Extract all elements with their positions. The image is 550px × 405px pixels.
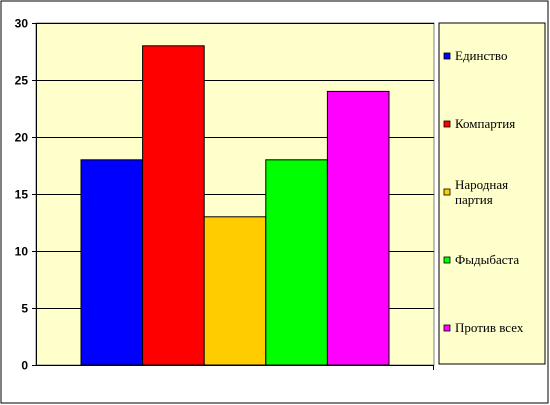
- legend-label: Единство: [455, 48, 507, 63]
- y-tick-labels: 0 5 10 15 20 25 30: [15, 17, 29, 373]
- y-tick-label: 20: [15, 131, 29, 145]
- bar-3: [203, 216, 267, 366]
- legend-swatch: [443, 324, 451, 332]
- y-tick-label: 5: [21, 302, 28, 316]
- legend-box: [438, 22, 546, 365]
- bar-4: [265, 159, 328, 366]
- bar-1: [80, 159, 144, 366]
- y-tick-label: 0: [21, 359, 28, 373]
- y-tick-label: 15: [15, 188, 29, 202]
- legend-items: Единство Компартия Народная партия Фыдыбаста…: [443, 48, 524, 335]
- axes: [32, 23, 434, 370]
- legend-swatch: [443, 256, 451, 264]
- legend-swatch: [443, 188, 451, 196]
- legend-swatch: [443, 120, 451, 128]
- legend-label: Против всех: [455, 320, 524, 335]
- y-tick-label: 10: [15, 245, 29, 259]
- bars: [80, 45, 390, 366]
- legend-label: Народная партия: [455, 177, 508, 207]
- legend-label: Компартия: [455, 116, 515, 131]
- bar-5: [326, 90, 390, 366]
- bar-2: [142, 45, 205, 366]
- legend: Единство Компартия Народная партия Фыдыбаста…: [438, 22, 546, 365]
- y-tick-label: 30: [15, 17, 29, 31]
- legend-swatch: [443, 52, 451, 60]
- legend-label: Фыдыбаста: [455, 252, 519, 267]
- y-tick-label: 25: [15, 74, 29, 88]
